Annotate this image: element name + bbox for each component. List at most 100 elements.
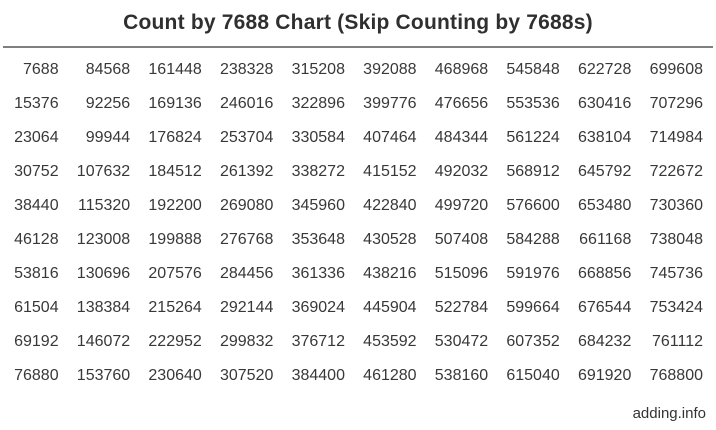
table-cell: 630416 [577,95,632,112]
table-cell: 638104 [577,129,632,146]
table-cell: 292144 [219,299,274,316]
table-row: 15376 92256 169136 246016 322896 399776 476656… [0,87,716,121]
table-row: 30752 107632 184512 261392 338272 415152 49203… [0,155,716,189]
table-cell: 215264 [148,299,202,316]
table-cell: 161448 [148,61,202,78]
table-row: 69192 146072 222952 299832 376712 453592 53047… [0,325,716,359]
table-cell: 53816 [14,265,59,282]
table-cell: 468968 [434,61,489,78]
table-cell: 222952 [148,333,202,350]
table-cell: 376712 [291,333,345,350]
table-cell: 207576 [148,265,202,282]
table-cell: 722672 [649,163,703,180]
table-cell: 261392 [219,163,274,180]
table-cell: 676544 [577,299,632,316]
table-cell: 691920 [577,367,632,384]
table-cell: 284456 [219,265,274,282]
table-cell: 607352 [506,333,560,350]
table-cell: 99944 [85,129,131,146]
table-cell: 153760 [76,367,131,384]
table-cell: 146072 [76,333,131,350]
table-cell: 522784 [434,299,489,316]
table-row: 7688 84568 161448 238328 315208 392088 468968 5… [0,53,716,87]
table-cell: 23064 [14,129,59,146]
table-cell: 353648 [291,231,345,248]
table-cell: 61504 [14,299,59,316]
table-cell: 84568 [85,61,131,78]
table-cell: 123008 [76,231,131,248]
table-cell: 561224 [506,129,560,146]
table-cell: 392088 [363,61,417,78]
table-cell: 138384 [76,299,131,316]
table-cell: 768800 [649,367,703,384]
table-cell: 545848 [506,61,560,78]
table-cell: 753424 [649,299,703,316]
table-cell: 299832 [219,333,274,350]
table-cell: 699608 [649,61,703,78]
table-row: 38440 115320 192200 269080 345960 422840 49972… [0,189,716,223]
table-cell: 307520 [219,367,274,384]
table-row: 61504 138384 215264 292144 369024 445904 52278… [0,291,716,325]
table-cell: 492032 [434,163,489,180]
skip-counting-table: 7688 84568 161448 238328 315208 392088 468968 5… [0,53,716,393]
table-cell: 176824 [148,129,202,146]
table-cell: 322896 [291,95,345,112]
table-cell: 276768 [219,231,274,248]
table-cell: 184512 [148,163,202,180]
table-cell: 553536 [506,95,560,112]
page-title: Count by 7688 Chart (Skip Counting by 76… [123,11,593,34]
table-cell: 738048 [649,231,703,248]
table-body: 7688 84568 161448 238328 315208 392088 468968 5… [0,53,716,393]
table-cell: 714984 [649,129,703,146]
table-cell: 530472 [434,333,489,350]
table-cell: 238328 [219,61,274,78]
table-cell: 330584 [291,129,345,146]
table-cell: 453592 [363,333,417,350]
table-cell: 230640 [148,367,202,384]
table-cell: 438216 [363,265,417,282]
table-row: 53816 130696 207576 284456 361336 438216 51509… [0,257,716,291]
site-branding: adding.info [632,405,706,422]
table-cell: 515096 [434,265,489,282]
table-cell: 384400 [291,367,345,384]
table-cell: 461280 [363,367,417,384]
table-cell: 761112 [651,333,703,350]
table-cell: 591976 [506,265,560,282]
table-cell: 476656 [434,95,489,112]
table-cell: 584288 [506,231,560,248]
table-cell: 645792 [577,163,632,180]
table-cell: 38440 [14,197,59,214]
table-cell: 315208 [291,61,345,78]
table-cell: 76880 [14,367,59,384]
table-cell: 15376 [14,95,59,112]
table-cell: 538160 [434,367,489,384]
table-cell: 415152 [363,163,417,180]
table-cell: 484344 [434,129,489,146]
table-cell: 576600 [506,197,560,214]
table-cell: 445904 [363,299,417,316]
table-cell: 499720 [434,197,489,214]
table-cell: 399776 [363,95,417,112]
table-row: 76880 153760 230640 307520 384400 461280 53816… [0,359,716,393]
table-cell: 745736 [649,265,703,282]
table-cell: 30752 [14,163,59,180]
title-divider [3,46,713,48]
table-cell: 107632 [76,163,131,180]
table-cell: 684232 [577,333,632,350]
table-cell: 69192 [14,333,59,350]
table-cell: 46128 [14,231,59,248]
table-cell: 507408 [434,231,489,248]
table-cell: 246016 [219,95,274,112]
table-cell: 653480 [577,197,632,214]
table-cell: 169136 [148,95,202,112]
table-cell: 130696 [76,265,131,282]
table-cell: 361336 [291,265,345,282]
table-cell: 115320 [77,197,131,214]
table-row: 23064 99944 176824 253704 330584 407464 484344… [0,121,716,155]
table-cell: 345960 [291,197,345,214]
table-cell: 253704 [219,129,274,146]
table-cell: 92256 [85,95,131,112]
table-cell: 668856 [577,265,632,282]
table-cell: 730360 [649,197,703,214]
table-cell: 7688 [23,61,59,78]
